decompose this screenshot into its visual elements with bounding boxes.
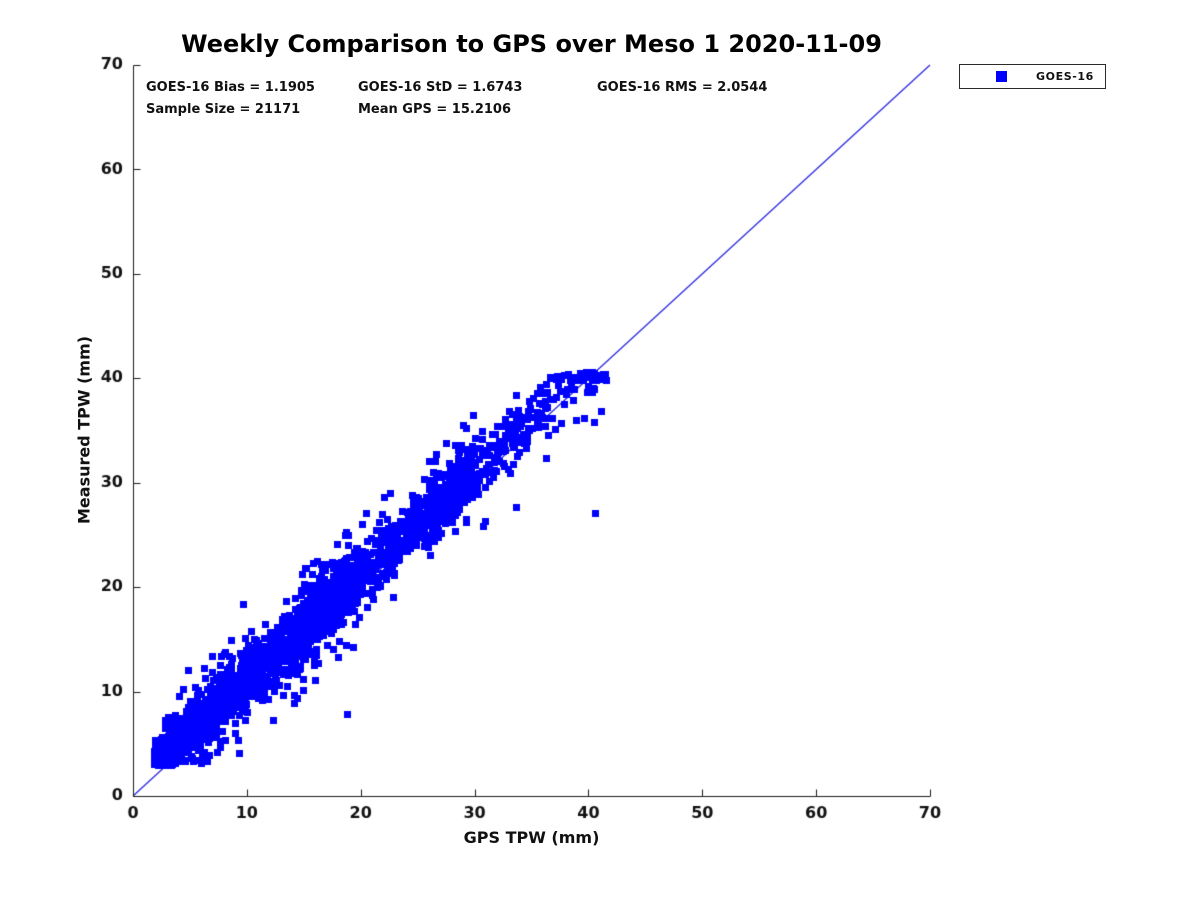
legend-box: GOES-16 bbox=[959, 64, 1106, 89]
legend-series-label: GOES-16 bbox=[1036, 70, 1094, 83]
stat-mean-gps-text: Mean GPS = 15.2106 bbox=[358, 102, 512, 117]
stat-rms-text: GOES-16 RMS = 2.0544 bbox=[597, 80, 768, 95]
stat-sample-size-text: Sample Size = 21171 bbox=[146, 102, 301, 117]
y-axis-label: Measured TPW (mm) bbox=[74, 335, 94, 525]
stat-bias-text: GOES-16 Bias = 1.1905 bbox=[146, 80, 315, 95]
chart-title: Weekly Comparison to GPS over Meso 1 202… bbox=[181, 30, 882, 58]
stat-std-text: GOES-16 StD = 1.6743 bbox=[358, 80, 523, 95]
legend-marker-square-icon bbox=[996, 71, 1007, 82]
x-axis-label: GPS TPW (mm) bbox=[463, 828, 600, 847]
